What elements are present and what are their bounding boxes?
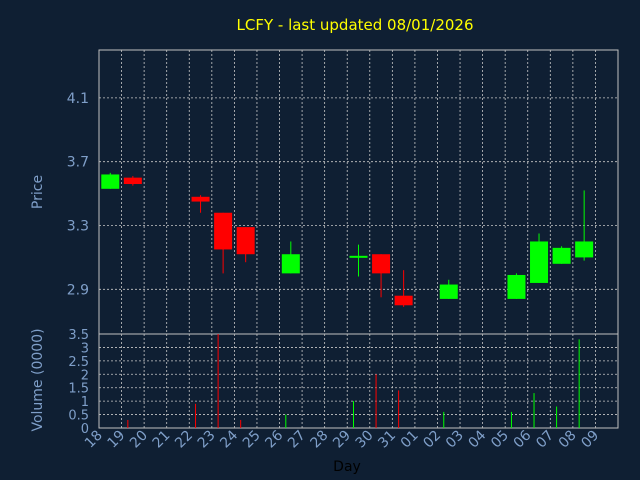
- price-tick-label: 2.9: [67, 282, 89, 298]
- candle-body: [552, 247, 571, 264]
- x-tick-label: 27: [285, 428, 309, 452]
- x-tick-label: 02: [420, 428, 444, 452]
- x-axis: 1819202122232425262728293031010203040506…: [82, 427, 602, 451]
- volume-plot-border: [98, 333, 619, 429]
- x-tick-label: 08: [556, 428, 580, 452]
- price-panel: 2.9 3.3 3.7 4.1: [67, 49, 619, 335]
- volume-tick-label: 2: [81, 368, 89, 383]
- volume-tick-label: 3: [81, 341, 89, 356]
- candle-body: [575, 241, 594, 258]
- x-tick-label: 04: [466, 427, 490, 451]
- volume-panel: 00.511.522.533.5: [68, 328, 619, 437]
- candle-body: [394, 295, 413, 306]
- x-tick-label: 01: [398, 428, 422, 452]
- candle-body: [372, 254, 391, 274]
- candle-body: [191, 196, 210, 202]
- x-tick-label: 29: [330, 428, 354, 452]
- candle-body: [439, 284, 458, 299]
- price-plot-border: [98, 49, 619, 335]
- candle-body: [214, 212, 233, 250]
- x-tick-label: 03: [443, 428, 467, 452]
- x-tick-label: 19: [104, 428, 128, 452]
- x-tick-label: 26: [262, 427, 286, 451]
- x-tick-label: 24: [217, 427, 241, 451]
- volume-tick-label: 1.5: [68, 382, 89, 397]
- candle-body: [123, 177, 142, 185]
- candle-body: [236, 227, 255, 255]
- x-tick-label: 05: [488, 428, 512, 452]
- x-tick-label: 21: [150, 428, 174, 452]
- x-tick-label: 28: [308, 428, 332, 452]
- x-tick-label: 06: [511, 427, 535, 451]
- x-axis-label: Day: [333, 459, 361, 475]
- x-tick-label: 22: [172, 428, 196, 452]
- candle-body: [101, 174, 120, 189]
- x-tick-label: 20: [127, 428, 151, 452]
- price-axis-label: Price: [30, 175, 46, 209]
- x-tick-label: 30: [353, 428, 377, 452]
- candle-body: [530, 241, 549, 283]
- x-tick-label: 09: [578, 428, 602, 452]
- volume-tick-label: 1: [81, 395, 89, 410]
- chart-title: LCFY - last updated 08/01/2026: [237, 16, 474, 34]
- volume-axis-label: Volume (0000): [30, 328, 46, 431]
- x-tick-label: 23: [195, 428, 219, 452]
- candle-body: [349, 255, 368, 258]
- candle-body: [281, 254, 300, 274]
- price-tick-label: 3.7: [67, 155, 89, 171]
- volume-tick-label: 0.5: [68, 409, 89, 424]
- price-tick-label: 3.3: [67, 219, 89, 235]
- price-tick-label: 4.1: [67, 91, 89, 107]
- volume-tick-label: 0: [81, 422, 89, 437]
- volume-tick-label: 2.5: [68, 355, 89, 370]
- x-tick-label: 31: [375, 428, 399, 452]
- candle-body: [507, 274, 526, 299]
- volume-tick-label: 3.5: [68, 328, 89, 343]
- x-tick-label: 25: [240, 428, 264, 452]
- x-tick-label: 07: [533, 428, 557, 452]
